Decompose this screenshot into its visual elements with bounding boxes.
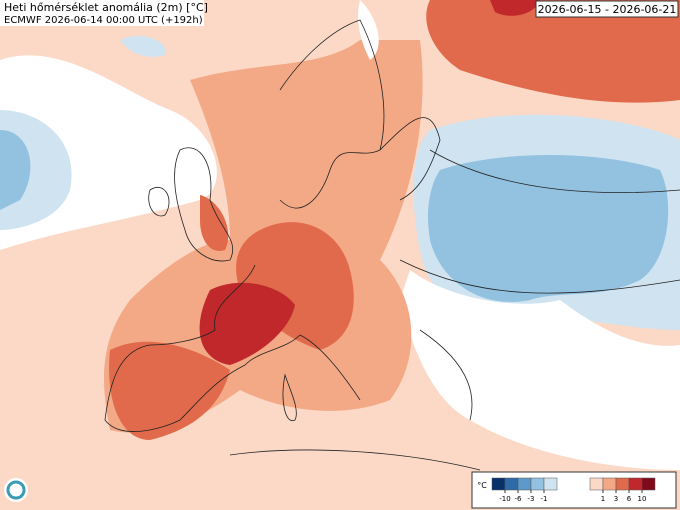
legend-swatch (628, 477, 643, 491)
legend: °C -10 -6 -3 -1 1 3 6 10 (471, 471, 677, 509)
title-box (0, 0, 204, 26)
legend-swatch (504, 477, 519, 491)
legend-tick-label: 1 (601, 495, 605, 503)
legend-swatch (530, 477, 545, 491)
subtitle: ECMWF 2026-06-14 00:00 UTC (+192h) (4, 15, 203, 26)
legend-tick-label: -10 (499, 495, 510, 503)
legend-swatch (602, 477, 617, 491)
legend-tick-label: 10 (638, 495, 647, 503)
legend-swatch (615, 477, 630, 491)
coastlines (104, 19, 680, 471)
legend-tick-label: -6 (515, 495, 523, 503)
legend-unit: °C (477, 481, 487, 490)
period-box (535, 0, 679, 18)
legend-tick-label: -1 (541, 495, 548, 503)
legend-swatch (543, 477, 558, 491)
legend-swatch (589, 477, 604, 491)
logo (4, 478, 28, 502)
title: Heti hőmérséklet anomália (2m) [°C] (4, 1, 208, 14)
legend-tick-label: -3 (528, 495, 535, 503)
legend-swatch (491, 477, 506, 491)
legend-swatch (641, 477, 656, 491)
legend-tick-label: 3 (614, 495, 618, 503)
period: 2026-06-15 - 2026-06-21 (538, 3, 677, 16)
legend-swatch (517, 477, 532, 491)
legend-tick-label: 6 (627, 495, 632, 503)
